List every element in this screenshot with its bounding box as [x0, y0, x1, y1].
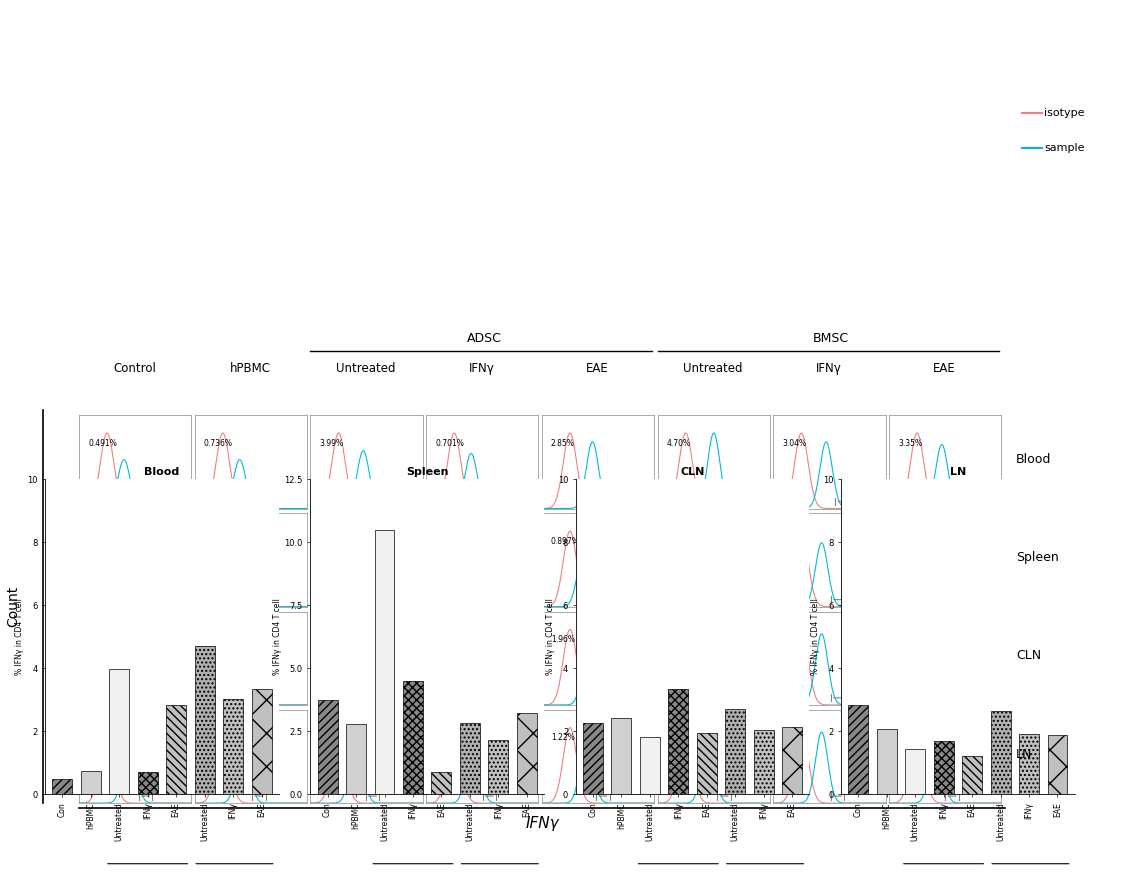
Title: Spleen: Spleen — [406, 467, 448, 478]
Text: EAE: EAE — [934, 362, 956, 375]
Text: IFNγ: IFNγ — [469, 362, 495, 375]
Text: 3.35%: 3.35% — [898, 438, 922, 448]
Text: isotype: isotype — [1044, 108, 1085, 119]
Bar — [347, 725, 366, 794]
Text: BMSC: BMSC — [813, 332, 849, 345]
Bar — [877, 729, 896, 794]
Bar — [194, 646, 215, 794]
Text: IFNγ: IFNγ — [525, 816, 559, 831]
Text: 2.64%: 2.64% — [666, 733, 691, 742]
Text: 2.70%: 2.70% — [666, 635, 691, 644]
Text: 3.36%: 3.36% — [435, 635, 460, 644]
Text: 3.74%: 3.74% — [88, 537, 112, 546]
Y-axis label: % IFNγ in CD4 T cell: % IFNγ in CD4 T cell — [273, 599, 281, 676]
Bar — [166, 705, 186, 794]
Text: 1.96%: 1.96% — [551, 635, 575, 644]
Bar — [403, 681, 423, 794]
Text: 2.09%: 2.09% — [203, 733, 228, 742]
Text: 4.50%: 4.50% — [435, 537, 460, 546]
Y-axis label: % IFNγ in CD4 T cell: % IFNγ in CD4 T cell — [16, 599, 24, 676]
Text: 1.44%: 1.44% — [320, 733, 343, 742]
Title: LN: LN — [949, 467, 966, 478]
Bar — [725, 710, 745, 794]
Bar — [612, 718, 631, 794]
Bar — [431, 772, 452, 794]
Text: 2.82%: 2.82% — [666, 537, 690, 546]
Bar — [317, 700, 338, 794]
Text: 1.81%: 1.81% — [320, 635, 343, 644]
Title: Blood: Blood — [145, 467, 180, 478]
Text: 2.42%: 2.42% — [203, 635, 228, 644]
Title: CLN: CLN — [681, 467, 704, 478]
Bar — [848, 705, 868, 794]
Text: sample: sample — [1044, 143, 1085, 154]
Bar — [375, 530, 394, 794]
Text: Untreated: Untreated — [683, 362, 743, 375]
Bar — [754, 730, 773, 794]
Text: 2.06%: 2.06% — [782, 635, 806, 644]
Text: Control: Control — [113, 362, 156, 375]
Text: 3.99%: 3.99% — [320, 438, 343, 448]
Bar — [583, 723, 603, 794]
Text: EAE: EAE — [586, 362, 609, 375]
Bar — [990, 711, 1010, 794]
Text: 0.491%: 0.491% — [88, 438, 117, 448]
Bar — [252, 689, 271, 794]
Text: 3.04%: 3.04% — [782, 438, 806, 448]
Text: 1.89%: 1.89% — [898, 733, 922, 742]
Text: Untreated: Untreated — [336, 362, 396, 375]
Text: 3.24%: 3.24% — [898, 537, 922, 546]
Text: Blood: Blood — [1016, 453, 1051, 466]
Text: LN: LN — [1016, 747, 1033, 760]
Bar — [224, 698, 243, 794]
Y-axis label: % IFNγ in CD4 T cell: % IFNγ in CD4 T cell — [546, 599, 554, 676]
Text: Spleen: Spleen — [1016, 551, 1059, 564]
Y-axis label: % IFNγ in CD4 T cell: % IFNγ in CD4 T cell — [812, 599, 820, 676]
Bar — [668, 689, 689, 794]
Bar — [52, 779, 72, 794]
Text: hPBMC: hPBMC — [230, 362, 271, 375]
Text: CLN: CLN — [1016, 650, 1041, 663]
Text: 1.69%: 1.69% — [435, 733, 460, 742]
Text: Count: Count — [7, 586, 20, 628]
Text: 0.736%: 0.736% — [203, 438, 233, 448]
Text: 4.70%: 4.70% — [666, 438, 691, 448]
Bar — [905, 749, 925, 794]
Text: 10.5%: 10.5% — [320, 537, 343, 546]
Text: 2.83%: 2.83% — [88, 733, 112, 742]
Text: 2.26%: 2.26% — [88, 635, 112, 644]
Bar — [934, 741, 954, 794]
Text: 2.16%: 2.16% — [782, 537, 806, 546]
Text: 0.701%: 0.701% — [435, 438, 464, 448]
Bar — [962, 756, 982, 794]
Bar — [517, 712, 536, 794]
Text: ADSC: ADSC — [466, 332, 501, 345]
Text: 1.22%: 1.22% — [551, 733, 575, 742]
Text: 2.78%: 2.78% — [203, 537, 228, 546]
Text: 2.15%: 2.15% — [898, 635, 922, 644]
Bar — [489, 740, 508, 794]
Bar — [1019, 734, 1039, 794]
Bar — [110, 669, 129, 794]
Text: 2.85%: 2.85% — [551, 438, 575, 448]
Bar — [138, 773, 158, 794]
Bar — [782, 726, 802, 794]
Bar — [640, 738, 659, 794]
Text: IFNγ: IFNγ — [816, 362, 842, 375]
Bar — [1048, 735, 1067, 794]
Bar — [460, 724, 480, 794]
Bar — [697, 732, 717, 794]
Text: 0.897%: 0.897% — [551, 537, 580, 546]
Bar — [81, 771, 100, 794]
Text: 1.92%: 1.92% — [782, 733, 806, 742]
